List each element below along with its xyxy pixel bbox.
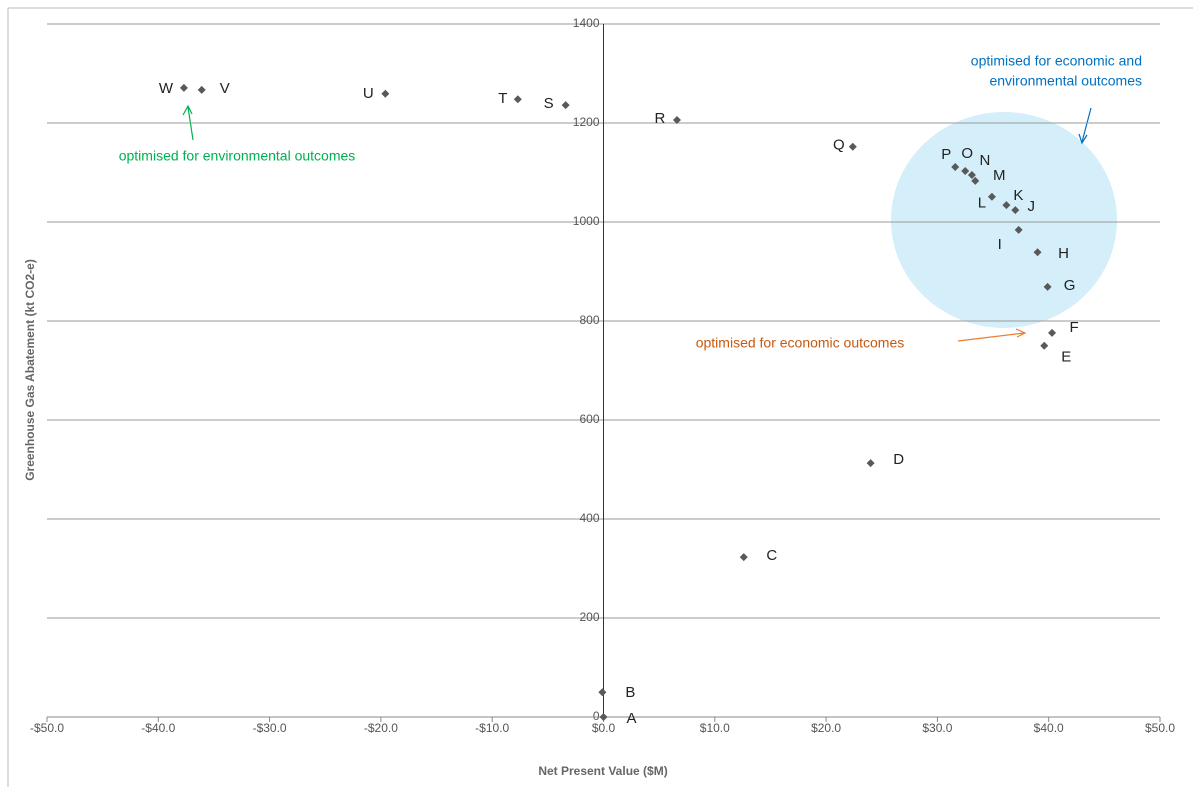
y-tick-label: 1200 [573,115,600,129]
data-point [1040,341,1049,350]
data-point [866,459,875,468]
data-point [598,688,607,697]
data-point [1043,282,1052,291]
data-point [739,553,748,562]
point-label: D [893,451,904,468]
x-tick-label: -$40.0 [141,721,175,735]
data-point [1014,225,1023,234]
y-tick-label: 1000 [573,214,600,228]
data-point [672,116,681,125]
y-tick-label: 600 [579,412,599,426]
point-label: M [993,167,1006,184]
x-tick-label: $20.0 [811,721,841,735]
y-tick-label: 200 [579,610,599,624]
point-label: T [498,90,507,107]
data-point [1011,206,1020,215]
data-point [961,167,970,176]
data-point [513,95,522,104]
data-point [197,85,206,94]
annotation: optimised for environmental outcomes [119,148,356,164]
y-axis-title: Greenhouse Gas Abatement (kt CO2-e) [23,259,37,481]
point-label: W [159,80,174,97]
x-tick-label: $40.0 [1034,721,1064,735]
annotation: environmental outcomes [989,73,1142,89]
point-label: Q [833,137,845,154]
y-tick-label: 1400 [573,16,600,30]
x-tick-label: $50.0 [1145,721,1175,735]
point-label: G [1064,277,1076,294]
x-tick-label: $10.0 [700,721,730,735]
data-point [987,192,996,201]
point-label: N [979,152,990,169]
x-axis-title: Net Present Value ($M) [538,764,667,778]
data-point [179,83,188,92]
point-label: F [1069,319,1078,336]
data-point [1048,328,1057,337]
data-point [561,101,570,110]
y-tick-label: 400 [579,511,599,525]
data-point [967,170,976,179]
annotation: optimised for economic outcomes [696,335,905,351]
x-tick-label: -$50.0 [30,721,64,735]
point-label: O [961,145,973,162]
y-tick-label: 800 [579,313,599,327]
point-label: R [655,110,666,127]
data-point [381,89,390,98]
point-label: C [766,547,777,564]
data-point [1033,248,1042,257]
x-tick-label: -$30.0 [253,721,287,735]
y-tick-label: 0 [593,709,600,723]
annotation: optimised for economic and [971,53,1142,69]
point-label: B [625,684,635,701]
point-label: K [1013,187,1023,204]
data-point [971,176,980,185]
point-label: V [220,80,230,97]
data-point [951,163,960,172]
data-point [1002,201,1011,210]
x-tick-label: -$10.0 [475,721,509,735]
x-tick-label: -$20.0 [364,721,398,735]
point-label: H [1058,245,1069,262]
point-label: P [941,146,951,163]
highlight-ellipse [891,112,1117,328]
data-point [848,142,857,151]
point-label: J [1028,198,1036,215]
data-point [599,713,608,721]
point-label: A [626,710,636,727]
x-tick-label: $30.0 [922,721,952,735]
point-label: L [978,195,986,212]
point-label: U [363,85,374,102]
x-tick-label: $0.0 [592,721,616,735]
point-label: E [1061,349,1071,366]
point-label: S [544,95,554,112]
point-label: I [998,236,1002,253]
